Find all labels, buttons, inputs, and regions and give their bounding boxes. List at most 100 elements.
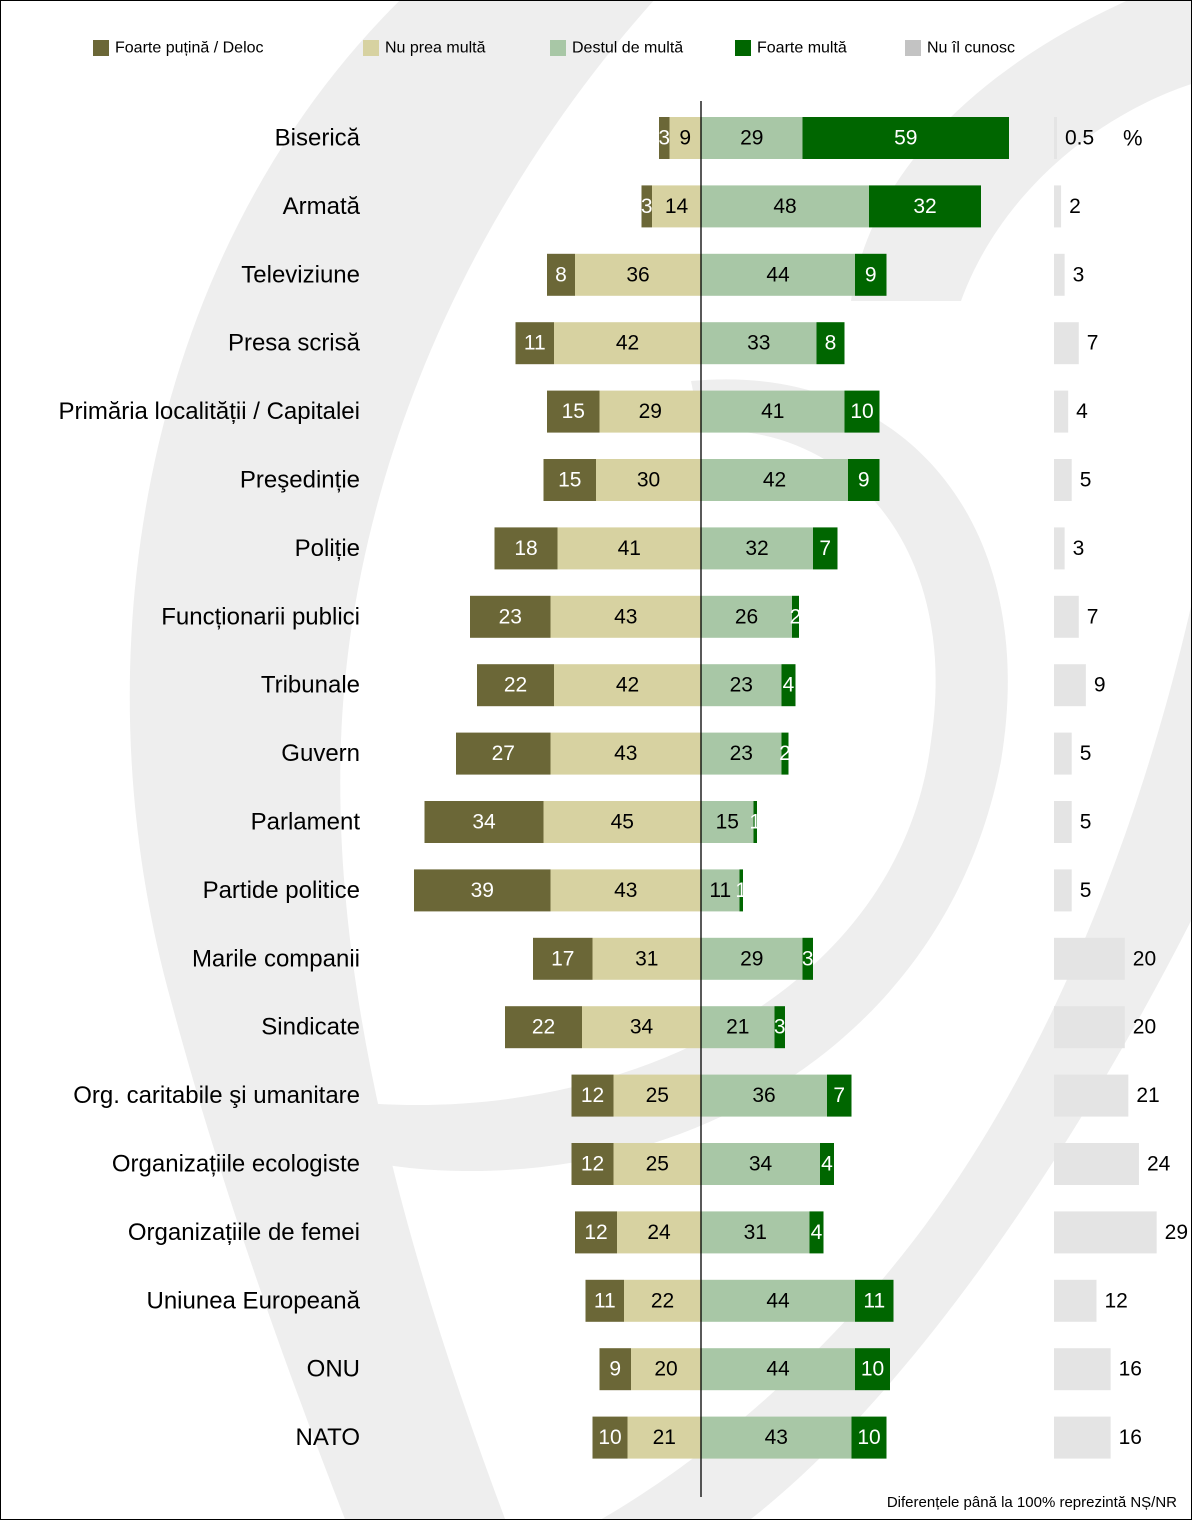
- chart-row: Televiziune 36 8 44 9 3: [241, 253, 1084, 296]
- value-foarte-putina: 12: [581, 1153, 604, 1176]
- category-label: Funcționarii publici: [161, 603, 360, 630]
- bar-nu-il-cunosc: [1054, 1143, 1139, 1185]
- value-destul-de-multa: 44: [766, 1289, 790, 1312]
- bar-destul-de-multa: [701, 459, 848, 501]
- value-foarte-multa: 9: [865, 263, 877, 286]
- category-label: ONU: [307, 1356, 360, 1383]
- bar-nu-il-cunosc: [1054, 937, 1125, 980]
- bar-destul-de-multa: [701, 595, 792, 638]
- value-destul-de-multa: 34: [749, 1153, 773, 1176]
- chart-row: Tribunale 42 22 23 4 9: [261, 664, 1106, 707]
- bar-foarte-multa: [855, 1348, 890, 1391]
- bar-destul-de-multa: [701, 322, 817, 365]
- bar-foarte-multa: [753, 801, 757, 843]
- value-foarte-multa: 7: [833, 1084, 845, 1107]
- value-nu-il-cunosc: 2: [1069, 195, 1081, 218]
- chart-row: Funcționarii publici 43 23 26 2 7: [161, 595, 1098, 638]
- value-foarte-multa: 1: [735, 879, 747, 902]
- bar-foarte-putina: [547, 253, 575, 296]
- value-destul-de-multa: 48: [773, 195, 796, 218]
- bar-foarte-putina: [571, 1143, 614, 1185]
- legend-label: Nu îl cunosc: [927, 40, 1015, 57]
- value-foarte-multa: 2: [779, 742, 791, 765]
- value-destul-de-multa: 43: [765, 1426, 788, 1449]
- value-nu-il-cunosc: 20: [1133, 947, 1156, 970]
- category-label: Armată: [283, 193, 361, 220]
- value-destul-de-multa: 29: [740, 127, 763, 150]
- value-foarte-putina: 15: [562, 400, 585, 423]
- value-nu-il-cunosc: 20: [1133, 1016, 1156, 1039]
- category-label: Org. caritabile şi umanitare: [73, 1082, 360, 1109]
- value-foarte-putina: 34: [472, 811, 496, 834]
- bar-nu-il-cunosc: [1054, 1211, 1157, 1254]
- chart-row: Organizațiile ecologiste 25 12 34 4 24: [112, 1143, 1171, 1185]
- value-foarte-putina: 22: [532, 1016, 555, 1039]
- value-foarte-putina: 23: [499, 605, 522, 628]
- value-nu-prea-multa: 14: [665, 195, 689, 218]
- category-label: Organizațiile de femei: [128, 1219, 360, 1246]
- category-label: Partide politice: [203, 877, 360, 904]
- bar-foarte-putina: [505, 1006, 582, 1049]
- swirl-center: [331, 379, 1008, 1171]
- value-nu-il-cunosc: 24: [1147, 1153, 1171, 1176]
- value-nu-prea-multa: 34: [630, 1016, 654, 1039]
- value-foarte-putina: 3: [658, 127, 670, 150]
- unit-label: %: [1123, 126, 1143, 151]
- bar-nu-prea-multa: [582, 1006, 701, 1049]
- bar-nu-il-cunosc: [1054, 1416, 1111, 1459]
- value-nu-il-cunosc: 5: [1080, 811, 1092, 834]
- value-destul-de-multa: 29: [740, 947, 763, 970]
- bar-destul-de-multa: [701, 1143, 820, 1185]
- chart-row: Poliție 41 18 32 7 3: [295, 527, 1084, 570]
- chart-row: NATO 21 10 43 10 16: [296, 1416, 1142, 1459]
- bar-foarte-multa: [781, 732, 789, 775]
- value-nu-il-cunosc: 4: [1076, 400, 1088, 423]
- chart-row: Guvern 43 27 23 2 5: [281, 732, 1091, 775]
- bar-destul-de-multa: [701, 1211, 810, 1254]
- legend-label: Foarte multă: [757, 40, 847, 57]
- bar-nu-il-cunosc: [1054, 322, 1079, 365]
- chart-row: Primăria localității / Capitalei 29 15 41 10…: [59, 390, 1088, 433]
- bar-foarte-putina: [543, 459, 596, 501]
- value-nu-il-cunosc: 7: [1087, 332, 1099, 355]
- bar-nu-il-cunosc: [1054, 1279, 1097, 1322]
- bar-nu-il-cunosc: [1054, 527, 1065, 570]
- bar-nu-prea-multa: [575, 253, 701, 296]
- value-foarte-putina: 12: [581, 1084, 604, 1107]
- bar-nu-prea-multa: [624, 1279, 701, 1322]
- value-destul-de-multa: 26: [735, 605, 758, 628]
- value-destul-de-multa: 23: [730, 674, 753, 697]
- value-nu-prea-multa: 25: [646, 1153, 669, 1176]
- chart-row: Marile companii 31 17 29 3 20: [192, 937, 1156, 980]
- bar-destul-de-multa: [701, 1416, 852, 1459]
- bar-destul-de-multa: [701, 801, 754, 843]
- footnote: Diferențele până la 100% reprezintă NȘ/N…: [886, 1494, 1177, 1511]
- value-nu-il-cunosc: 0.5: [1065, 127, 1094, 150]
- bar-foarte-putina: [470, 595, 551, 638]
- chart-row: Organizațiile de femei 24 12 31 4 29: [128, 1211, 1188, 1254]
- bar-nu-prea-multa: [669, 117, 701, 159]
- bar-foarte-putina: [585, 1279, 624, 1322]
- category-label: Sindicate: [261, 1014, 360, 1041]
- value-destul-de-multa: 44: [766, 263, 790, 286]
- bar-foarte-multa: [869, 185, 981, 228]
- category-label: Uniunea Europeană: [146, 1287, 360, 1314]
- bar-foarte-multa: [774, 1006, 785, 1049]
- category-label: Preşedinție: [240, 467, 360, 494]
- value-foarte-multa: 7: [819, 537, 831, 560]
- value-nu-il-cunosc: 5: [1080, 469, 1092, 492]
- chart-row: Presa scrisă 42 11 33 8 7: [228, 322, 1099, 365]
- bar-foarte-multa: [781, 664, 796, 707]
- bar-nu-il-cunosc: [1054, 390, 1069, 433]
- swirl-right: [601, 606, 1191, 1519]
- chart-row: Sindicate 34 22 21 3 20: [261, 1006, 1156, 1049]
- bar-foarte-multa: [827, 1074, 852, 1117]
- value-foarte-putina: 9: [609, 1358, 621, 1381]
- bar-foarte-putina: [592, 1416, 628, 1459]
- bar-destul-de-multa: [701, 1279, 855, 1322]
- value-foarte-putina: 10: [598, 1426, 621, 1449]
- value-nu-prea-multa: 43: [614, 879, 637, 902]
- legend-swatch: [735, 40, 751, 56]
- chart-row: Armată 14 3 48 32 2: [283, 185, 1081, 228]
- bar-foarte-putina: [575, 1211, 617, 1254]
